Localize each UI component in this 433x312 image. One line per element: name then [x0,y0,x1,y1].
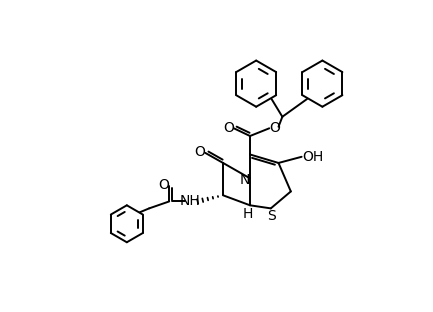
Text: S: S [267,209,276,223]
Text: NH: NH [180,194,200,208]
Text: O: O [194,145,205,159]
Text: H: H [242,207,253,221]
Text: N: N [239,173,250,187]
Text: O: O [158,178,169,192]
Text: O: O [223,120,234,134]
Text: O: O [269,120,280,134]
Text: OH: OH [303,150,324,164]
